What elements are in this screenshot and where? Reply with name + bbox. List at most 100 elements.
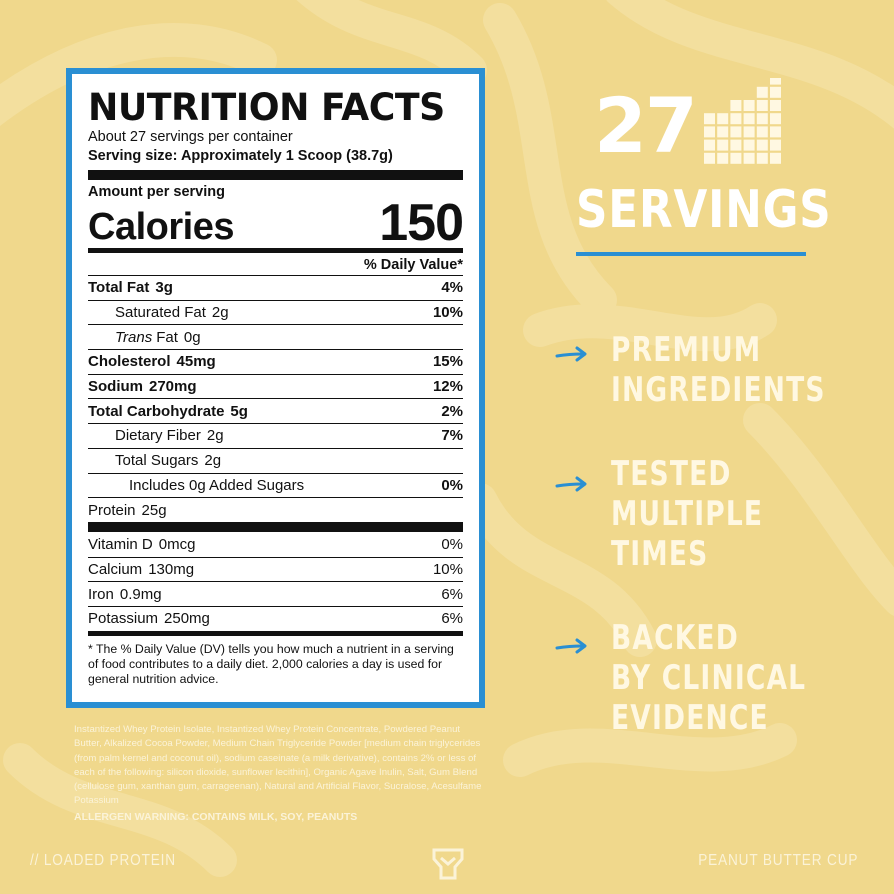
footer-flavor: PEANUT BUTTER CUP: [697, 852, 858, 869]
nutrient-label: Cholesterol: [88, 353, 171, 371]
vitamin-dv: 6%: [441, 610, 463, 628]
daily-value-header: % Daily Value*: [363, 257, 463, 273]
nutrient-row-total-sugars: Total Sugars 2g: [88, 447, 463, 473]
vitamin-label: Iron: [88, 585, 114, 603]
divider-medium: [88, 248, 463, 253]
grid-cell: [756, 126, 768, 138]
nutrient-dv: 4%: [441, 279, 463, 297]
grid-cell: [743, 126, 755, 138]
nutrient-dv: 7%: [441, 427, 463, 445]
ingredients-block: Instantized Whey Protein Isolate, Instan…: [74, 723, 484, 824]
nutrient-dv: 15%: [432, 353, 463, 371]
grid-cell: [717, 126, 729, 138]
nutrition-facts-panel: NUTRITION FACTS About 27 servings per co…: [66, 68, 485, 708]
ingredients-text: Instantized Whey Protein Isolate, Instan…: [74, 724, 482, 807]
servings-per-container: About 27 servings per container: [88, 129, 293, 145]
vitamin-row-potassium: Potassium 250mg 6%: [88, 605, 463, 631]
nutrient-label: Total Sugars: [115, 452, 199, 470]
vitamin-amount: 0mcg: [158, 535, 196, 553]
feature-text: TESTED MULTIPLE TIMES: [611, 454, 764, 574]
arrow-right-icon: [555, 638, 587, 654]
nutrient-label: Saturated Fat: [115, 304, 206, 322]
nutrient-row-saturated-fat: Saturated Fat 2g 10%: [88, 299, 463, 325]
vitamin-row-vitamin-d: Vitamin D 0mcg 0%: [88, 532, 463, 557]
grid-cell: [730, 126, 742, 138]
servings-underline: [576, 252, 806, 256]
grid-cell: [756, 100, 768, 111]
nutrient-dv: 12%: [432, 378, 463, 396]
nutrient-row-trans-fat: Trans Fat 0g: [88, 324, 463, 349]
brand-logo-icon: [432, 848, 464, 880]
nutrition-facts-title: NUTRITION FACTS: [88, 86, 445, 129]
grid-cell: [743, 139, 755, 151]
nutrient-row-total-carbohydrate: Total Carbohydrate 5g 2%: [88, 398, 463, 423]
vitamin-label: Calcium: [88, 560, 143, 578]
grid-cell: [704, 139, 715, 151]
nutrient-label: Includes 0g Added Sugars: [129, 476, 305, 494]
feature-text: BACKED BY CLINICAL EVIDENCE: [611, 618, 807, 738]
grid-cell: [717, 152, 729, 164]
vitamin-row-iron: Iron 0.9mg 6%: [88, 581, 463, 606]
arrow-right-icon: [555, 476, 587, 492]
allergen-warning: ALLERGEN WARNING: CONTAINS MILK, SOY, PE…: [74, 810, 358, 823]
nutrient-row-total-fat: Total Fat 3g 4%: [88, 275, 463, 300]
vitamin-label: Potassium: [88, 610, 159, 628]
nutrient-amount: 3g: [155, 279, 173, 297]
grid-cell: [770, 152, 781, 164]
nutrient-amount: 5g: [230, 402, 248, 420]
divider-medium: [88, 630, 463, 636]
vitamin-label: Vitamin D: [88, 535, 153, 553]
vitamin-amount: 130mg: [148, 560, 195, 578]
grid-cell: [756, 86, 768, 98]
grid-cell: [704, 152, 715, 164]
calories-label: Calories: [88, 206, 234, 248]
nutrient-amount: 270mg: [149, 378, 197, 396]
scoops-grid-icon: [704, 78, 781, 164]
arrow-right-icon: [555, 346, 587, 362]
nutrient-label: Total Fat: [88, 279, 150, 297]
grid-cell: [743, 152, 755, 164]
divider-thick: [88, 521, 463, 532]
servings-label: SERVINGS: [576, 180, 832, 240]
calories-value: 150: [379, 194, 464, 252]
nutrient-dv: 2%: [441, 402, 463, 420]
vitamin-dv: 0%: [441, 535, 463, 553]
grid-cell: [730, 152, 742, 164]
grid-cell: [770, 113, 781, 125]
grid-cell: [717, 139, 729, 151]
calories-row: Calories 150: [88, 194, 464, 252]
nutrient-label: Dietary Fiber: [115, 427, 201, 445]
nutrient-dv: 10%: [432, 304, 463, 322]
amount-per-serving: Amount per serving: [88, 184, 225, 200]
nutrient-row-protein: Protein 25g: [88, 497, 463, 522]
nutrient-label-italic: Trans: [115, 328, 153, 346]
nutrient-amount: 0g: [183, 328, 201, 346]
grid-cell: [756, 152, 768, 164]
grid-cell: [770, 100, 781, 111]
grid-cell: [770, 86, 781, 98]
nutrient-dv: 0%: [441, 476, 463, 494]
feature-text: PREMIUM INGREDIENTS: [611, 330, 826, 410]
nutrient-row-cholesterol: Cholesterol 45mg 15%: [88, 349, 463, 374]
grid-cell: [756, 139, 768, 151]
grid-cell: [770, 78, 781, 85]
grid-cell: [770, 139, 781, 151]
daily-value-footnote: * The % Daily Value (DV) tells you how m…: [88, 641, 454, 686]
nutrient-row-dietary-fiber: Dietary Fiber 2g 7%: [88, 423, 463, 448]
nutrient-label: Sodium: [88, 378, 143, 396]
grid-cell: [756, 113, 768, 125]
nutrient-amount: 2g: [211, 304, 229, 322]
grid-cell: [717, 113, 729, 125]
nutrient-row-sodium: Sodium 270mg 12%: [88, 373, 463, 399]
serving-size: Serving size: Approximately 1 Scoop (38.…: [88, 148, 393, 164]
nutrient-label: Fat: [156, 328, 178, 346]
nutrient-amount: 45mg: [176, 353, 216, 371]
grid-cell: [704, 126, 715, 138]
grid-cell: [743, 100, 755, 111]
divider-thick: [88, 170, 463, 180]
grid-cell: [730, 139, 742, 151]
grid-cell: [730, 100, 742, 111]
nutrient-label: Protein: [88, 501, 136, 519]
grid-cell: [704, 113, 715, 125]
nutrient-label: Total Carbohydrate: [88, 402, 225, 420]
